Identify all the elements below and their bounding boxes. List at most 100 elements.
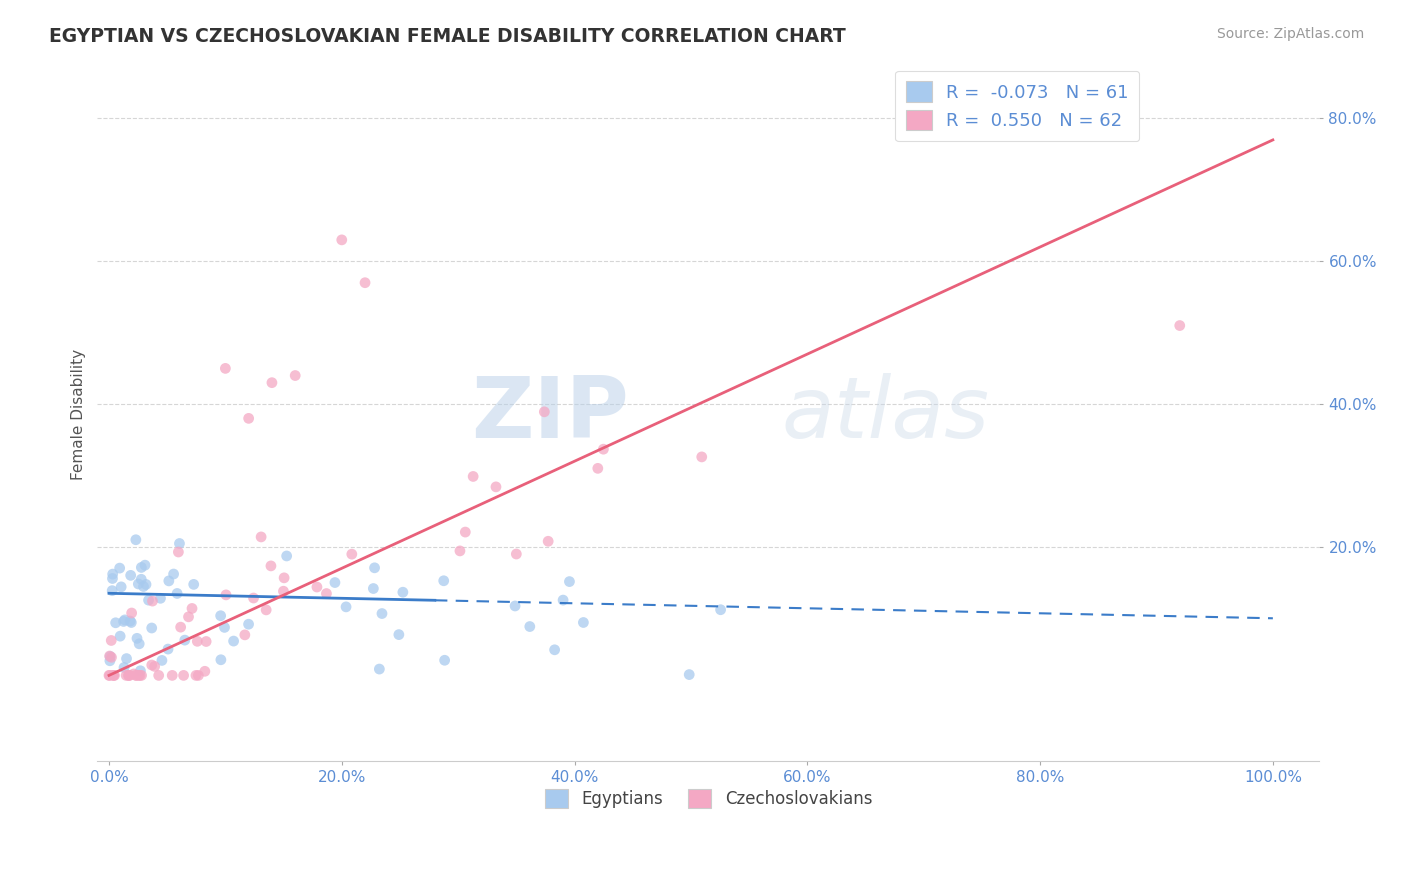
Point [330,233,353,247]
Point [101,567,124,582]
Point [543,642,565,657]
Point [167,545,190,559]
Point [392,585,415,599]
Point [194,665,217,679]
Point [354,276,377,290]
Point [110,580,132,594]
Point [134,558,156,573]
Point [260,558,283,573]
Point [157,642,180,657]
Point [125,632,148,646]
Point [187,668,209,682]
Point [148,668,170,682]
Point [690,450,713,464]
Point [112,615,135,629]
Point [141,621,163,635]
Point [103,668,125,682]
Point [710,603,733,617]
Point [254,603,277,617]
Point [214,620,236,634]
Point [125,668,148,682]
Point [388,627,411,641]
Point [195,634,218,648]
Point [98,668,121,682]
Point [169,536,191,550]
Point [98,649,121,664]
Point [433,574,456,588]
Point [323,575,346,590]
Point [572,615,595,630]
Point [186,634,208,648]
Point [238,617,260,632]
Point [222,634,245,648]
Point [129,668,152,682]
Point [100,650,122,665]
Point [505,547,527,561]
Point [108,561,131,575]
Point [238,411,260,425]
Point [98,648,121,663]
Point [101,572,124,586]
Point [120,614,142,628]
Point [129,572,152,586]
Point [103,668,125,682]
Point [276,549,298,563]
Point [135,577,157,591]
Point [150,653,173,667]
Point [184,668,207,682]
Point [131,668,153,682]
Point [463,469,485,483]
Point [117,668,139,682]
Point [183,577,205,591]
Point [551,593,574,607]
Point [533,405,555,419]
Point [678,667,700,681]
Point [129,664,152,678]
Point [169,620,191,634]
Point [592,442,614,457]
Y-axis label: Female Disability: Female Disability [72,350,86,481]
Point [315,586,337,600]
Point [118,668,141,682]
Point [120,568,142,582]
Text: EGYPTIAN VS CZECHOSLOVAKIAN FEMALE DISABILITY CORRELATION CHART: EGYPTIAN VS CZECHOSLOVAKIAN FEMALE DISAB… [49,27,846,45]
Point [368,662,391,676]
Point [284,368,307,383]
Point [260,376,283,390]
Point [537,534,560,549]
Point [177,610,200,624]
Text: Source: ZipAtlas.com: Source: ZipAtlas.com [1216,27,1364,41]
Point [121,606,143,620]
Point [162,567,184,582]
Point [503,599,526,613]
Point [114,613,136,627]
Point [173,668,195,682]
Text: ZIP: ZIP [471,373,628,457]
Point [433,653,456,667]
Point [209,608,232,623]
Point [340,547,363,561]
Point [115,651,138,665]
Point [209,653,232,667]
Point [173,633,195,648]
Point [335,599,357,614]
Point [98,654,121,668]
Point [98,668,121,682]
Point [141,594,163,608]
Point [166,586,188,600]
Point [160,668,183,682]
Point [485,480,508,494]
Point [103,668,125,682]
Point [127,577,149,591]
Point [250,530,273,544]
Point [125,668,148,682]
Point [242,591,264,605]
Point [131,560,153,574]
Point [305,580,328,594]
Text: atlas: atlas [782,373,990,457]
Point [101,583,124,598]
Point [141,658,163,673]
Point [118,668,141,682]
Point [273,584,295,599]
Point [214,361,236,376]
